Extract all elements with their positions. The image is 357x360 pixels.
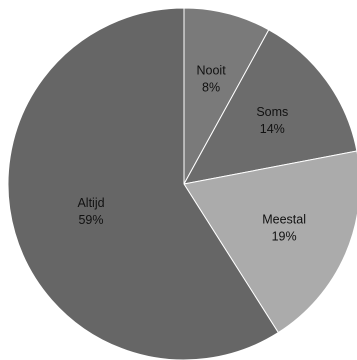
pie-label-name: Altijd	[77, 196, 104, 210]
pie-label-name: Nooit	[197, 63, 227, 77]
pie-label-percent: 8%	[202, 80, 220, 94]
pie-label-altijd: Altijd 59%	[77, 196, 104, 227]
pie-label-percent: 14%	[260, 122, 285, 136]
pie-slice-soms	[183, 29, 357, 185]
pie-label-nooit: Nooit 8%	[197, 63, 227, 94]
pie-label-soms: Soms 14%	[256, 105, 288, 136]
pie-slices	[7, 7, 357, 360]
pie-label-percent: 59%	[78, 213, 103, 227]
pie-label-name: Meestal	[262, 212, 306, 226]
pie-label-meestal: Meestal 19%	[262, 212, 306, 243]
pie-label-name: Soms	[256, 105, 288, 119]
pie-slice-meestal	[183, 150, 357, 334]
pie-label-percent: 19%	[272, 229, 297, 243]
pie-labels: Nooit 8% Soms 14% Meestal 19% Altijd 59%	[77, 63, 306, 243]
pie-slice-nooit	[183, 7, 270, 185]
